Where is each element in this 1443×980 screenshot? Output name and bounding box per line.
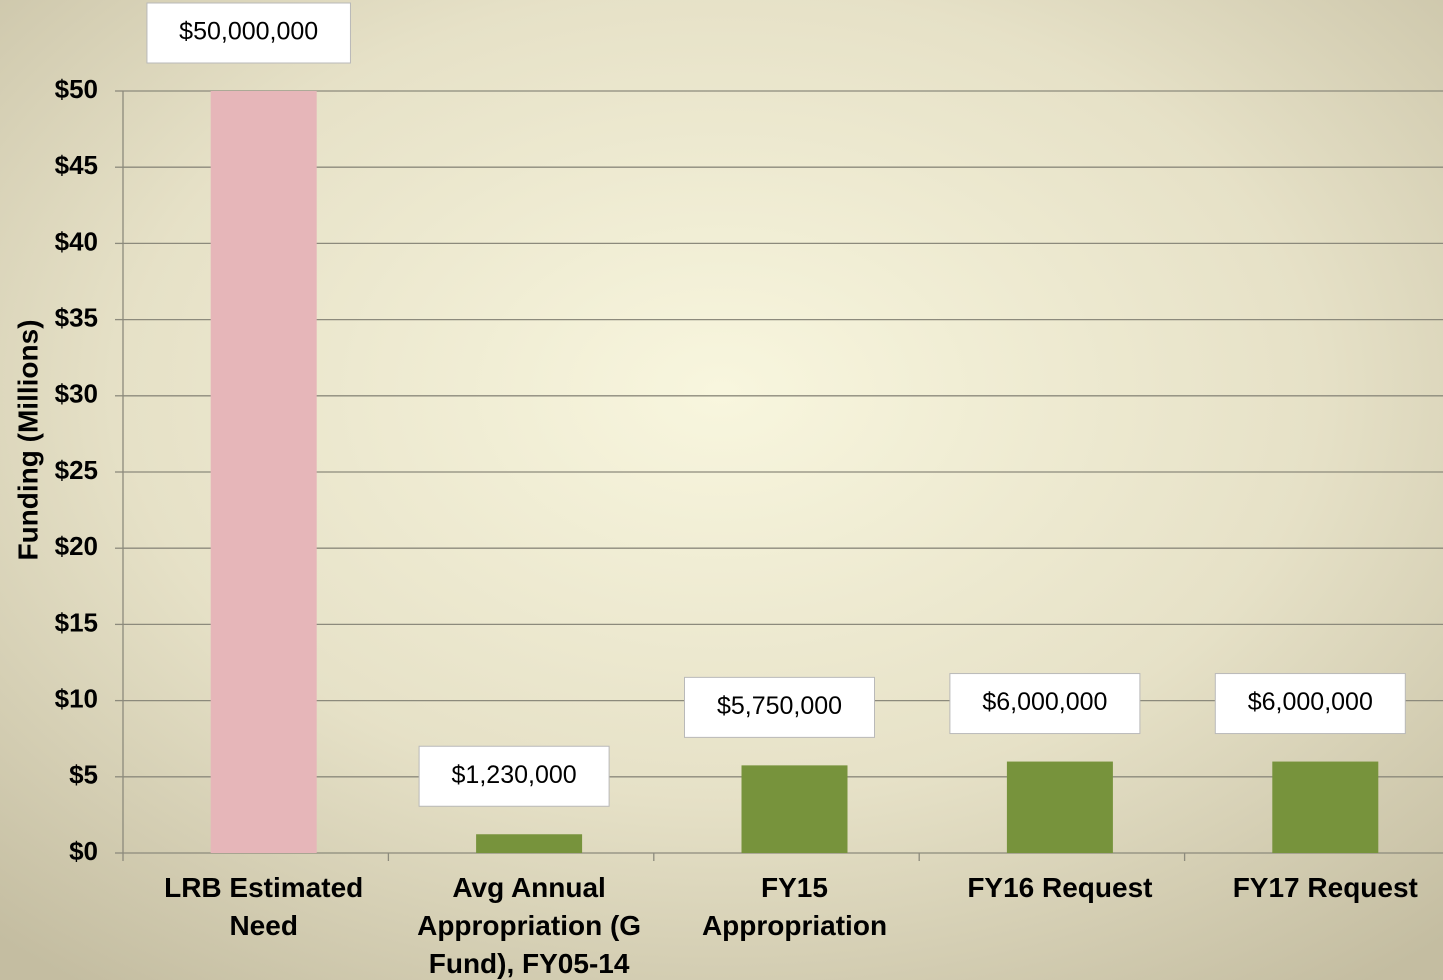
y-axis-label: Funding (Millions) xyxy=(12,319,43,560)
value-label-box xyxy=(418,745,610,807)
bar xyxy=(741,765,848,853)
x-tick-label: LRB Estimated Need xyxy=(164,872,363,941)
x-tick-label: FY17 Request xyxy=(1233,872,1418,903)
value-label: $5,750,000 xyxy=(717,692,842,720)
value-label: $1,230,000 xyxy=(452,761,577,789)
x-tick-label: FY16 Request xyxy=(967,872,1152,903)
value-label-box xyxy=(1214,673,1406,735)
y-tick-label: $35 xyxy=(55,302,98,332)
bar xyxy=(210,91,317,853)
x-tick-label: Avg Annual Appropriation (G Fund), FY05-14 xyxy=(417,872,641,979)
x-tick-label: FY15 Appropriation xyxy=(702,872,887,941)
value-label: $50,000,000 xyxy=(179,18,318,46)
y-tick-label: $5 xyxy=(69,760,98,790)
bar xyxy=(1272,761,1379,853)
y-tick-label: $15 xyxy=(55,607,98,637)
value-label: $6,000,000 xyxy=(1248,688,1373,716)
y-tick-label: $10 xyxy=(55,683,98,713)
y-tick-label: $25 xyxy=(55,455,98,485)
value-label-box xyxy=(146,2,351,64)
y-tick-label: $30 xyxy=(55,379,98,409)
y-tick-label: $20 xyxy=(55,531,98,561)
bar xyxy=(1006,761,1113,853)
value-label: $6,000,000 xyxy=(982,688,1107,716)
y-tick-label: $0 xyxy=(69,836,98,866)
y-tick-label: $40 xyxy=(55,226,98,256)
bar xyxy=(476,834,583,853)
y-tick-label: $50 xyxy=(55,74,98,104)
value-label-box xyxy=(949,673,1141,735)
y-tick-label: $45 xyxy=(55,150,98,180)
value-label-box xyxy=(684,676,875,738)
